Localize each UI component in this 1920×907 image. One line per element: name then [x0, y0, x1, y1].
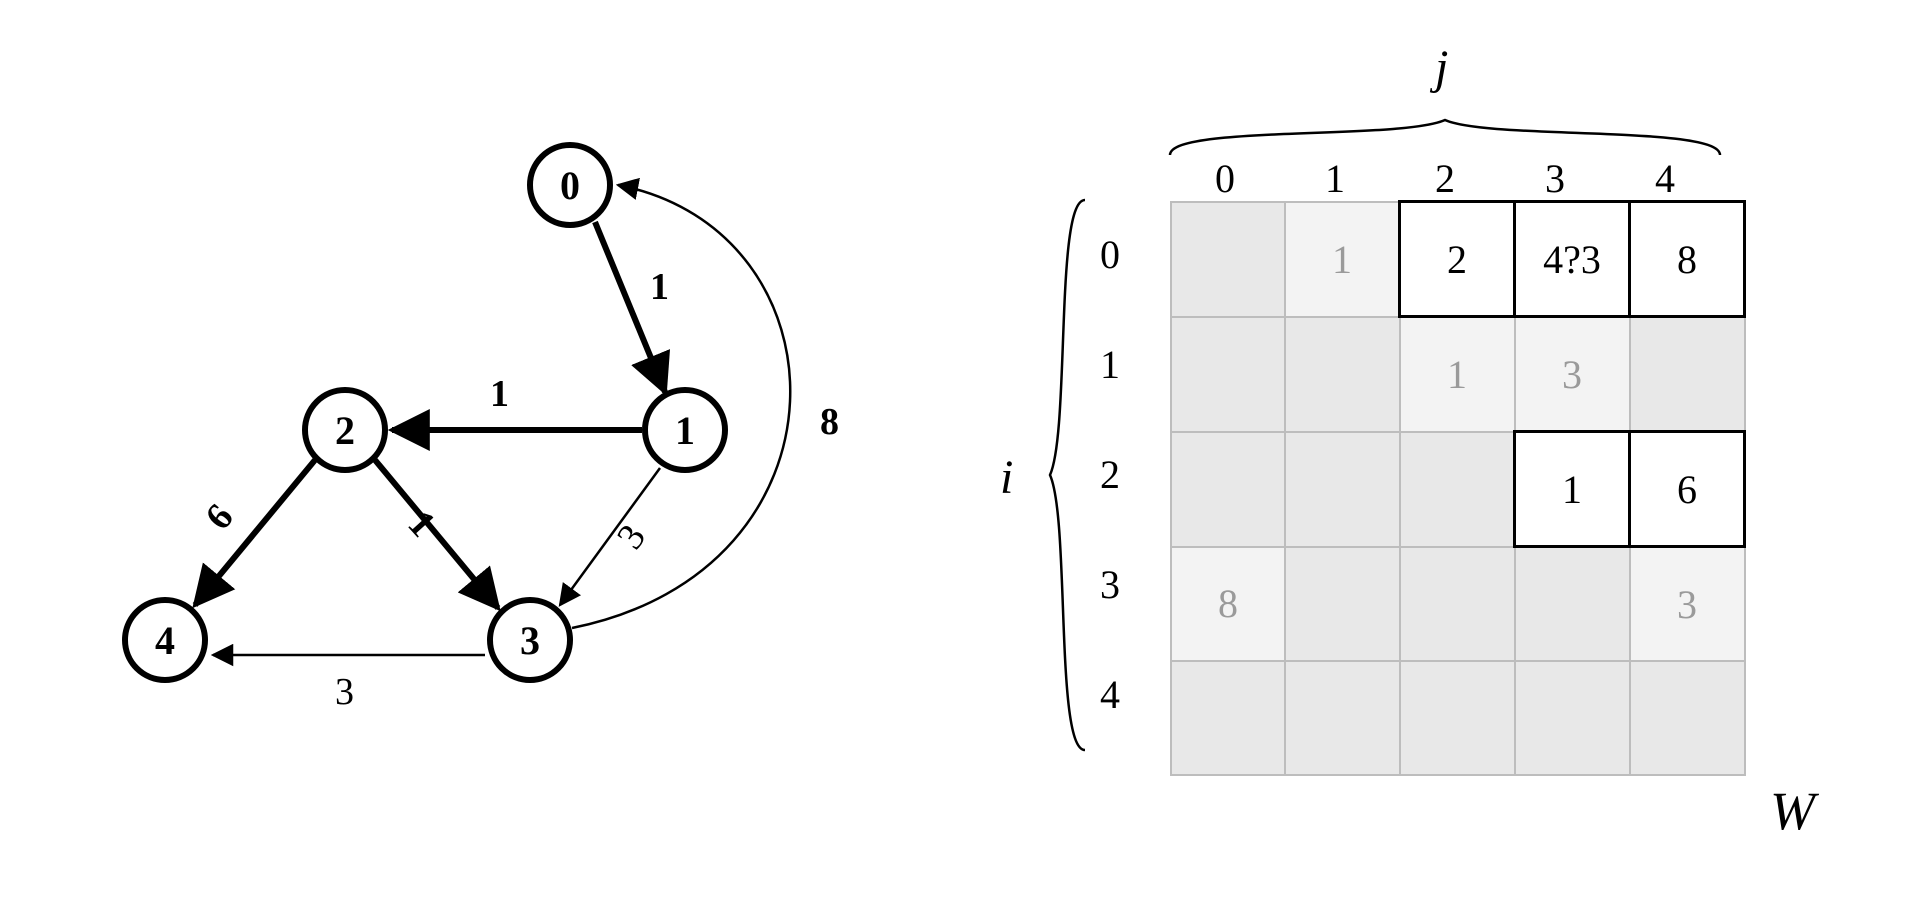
cell-4-0 [1171, 661, 1285, 775]
node-label: 2 [335, 407, 355, 454]
edge-weight-1-2: 1 [490, 372, 509, 416]
cell-1-2: 1 [1400, 317, 1515, 432]
cell-0-1: 1 [1285, 202, 1400, 317]
graph-node-3: 3 [487, 597, 573, 683]
axis-label-j: j [1435, 40, 1448, 95]
cell-0-3: 4?3 [1515, 202, 1630, 317]
cell-4-4 [1630, 661, 1745, 775]
edge-weight-3-0: 8 [820, 400, 839, 444]
edge-2-4 [195, 460, 315, 605]
cell-1-3: 3 [1515, 317, 1630, 432]
cell-3-0: 8 [1171, 547, 1285, 662]
node-label: 4 [155, 617, 175, 664]
row-label: 4 [1100, 640, 1120, 750]
cell-2-2 [1400, 432, 1515, 547]
cell-3-4: 3 [1630, 547, 1745, 662]
row-label: 1 [1100, 310, 1120, 420]
graph-node-1: 1 [642, 387, 728, 473]
weight-matrix: 1 2 4?3 8 1 3 1 6 8 3 [1170, 200, 1746, 776]
row-label: 2 [1100, 420, 1120, 530]
cell-0-0 [1171, 202, 1285, 317]
graph-node-0: 0 [527, 142, 613, 228]
edge-weight-3-4: 3 [335, 670, 354, 714]
cell-3-1 [1285, 547, 1400, 662]
col-label: 3 [1500, 155, 1610, 202]
node-label: 3 [520, 617, 540, 664]
cell-2-3: 1 [1515, 432, 1630, 547]
cell-2-4: 6 [1630, 432, 1745, 547]
cell-3-3 [1515, 547, 1630, 662]
col-label: 2 [1390, 155, 1500, 202]
matrix-col-labels: 01234 [1170, 155, 1720, 202]
matrix-label-W: W [1770, 780, 1815, 842]
graph-node-2: 2 [302, 387, 388, 473]
col-label: 0 [1170, 155, 1280, 202]
cell-1-4 [1630, 317, 1745, 432]
cell-2-1 [1285, 432, 1400, 547]
cell-2-0 [1171, 432, 1285, 547]
cell-3-2 [1400, 547, 1515, 662]
diagram-stage: 0 1 2 3 4 1 1 1 6 3 3 8 j i W 01234 0 1 … [0, 0, 1920, 907]
cell-4-2 [1400, 661, 1515, 775]
brace-columns [1170, 120, 1720, 155]
cell-0-2: 2 [1400, 202, 1515, 317]
graph-node-4: 4 [122, 597, 208, 683]
cell-4-3 [1515, 661, 1630, 775]
edge-2-3 [375, 460, 498, 608]
cell-1-1 [1285, 317, 1400, 432]
brace-rows [1050, 200, 1085, 750]
edge-weight-0-1: 1 [650, 265, 669, 309]
axis-label-i: i [1000, 450, 1013, 505]
row-label: 3 [1100, 530, 1120, 640]
col-label: 4 [1610, 155, 1720, 202]
node-label: 0 [560, 162, 580, 209]
node-label: 1 [675, 407, 695, 454]
row-label: 0 [1100, 200, 1120, 310]
cell-4-1 [1285, 661, 1400, 775]
col-label: 1 [1280, 155, 1390, 202]
matrix-row-labels: 0 1 2 3 4 [1100, 200, 1120, 750]
cell-0-4: 8 [1630, 202, 1745, 317]
cell-1-0 [1171, 317, 1285, 432]
